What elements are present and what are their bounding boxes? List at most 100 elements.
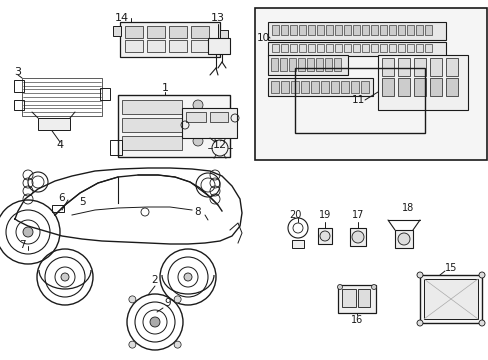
Text: 9: 9 — [164, 298, 171, 308]
Text: 5: 5 — [79, 197, 85, 207]
Bar — [52, 205, 64, 212]
Bar — [413, 78, 425, 96]
Bar — [270, 58, 278, 71]
Bar — [122, 118, 182, 132]
Text: 15: 15 — [444, 263, 456, 273]
Bar — [271, 44, 279, 52]
Bar — [169, 26, 186, 38]
Bar — [307, 44, 314, 52]
Text: 7: 7 — [19, 240, 25, 250]
Text: 10: 10 — [256, 33, 269, 43]
Bar — [413, 58, 425, 76]
Bar — [220, 30, 227, 38]
Bar — [125, 26, 142, 38]
Bar — [360, 81, 368, 93]
Bar — [118, 95, 229, 157]
Circle shape — [129, 341, 136, 348]
Bar — [122, 136, 182, 150]
Bar — [343, 44, 350, 52]
Bar — [361, 44, 368, 52]
Bar — [423, 279, 477, 319]
Bar — [147, 40, 164, 52]
Text: 3: 3 — [15, 67, 21, 77]
Bar — [352, 44, 359, 52]
Bar — [185, 112, 205, 122]
Bar — [415, 44, 422, 52]
Text: 2: 2 — [151, 275, 158, 285]
Bar — [120, 22, 220, 57]
Bar — [352, 25, 359, 35]
Bar — [254, 8, 486, 160]
Bar — [419, 275, 481, 323]
Bar — [267, 42, 445, 56]
Bar — [22, 78, 102, 116]
Bar — [301, 81, 308, 93]
Bar — [320, 81, 328, 93]
Circle shape — [174, 296, 181, 303]
Circle shape — [397, 233, 409, 245]
Bar — [122, 100, 182, 114]
Bar — [394, 230, 412, 248]
Bar — [147, 26, 164, 38]
Circle shape — [183, 273, 192, 281]
Circle shape — [478, 272, 484, 278]
Circle shape — [351, 231, 363, 243]
Bar — [397, 78, 409, 96]
Bar — [310, 81, 318, 93]
Bar — [289, 44, 296, 52]
Circle shape — [416, 320, 422, 326]
Bar — [267, 22, 445, 40]
Bar — [271, 25, 279, 35]
Bar — [325, 25, 332, 35]
Bar — [333, 58, 340, 71]
Bar — [388, 25, 395, 35]
Text: 11: 11 — [351, 95, 364, 105]
Bar — [397, 58, 409, 76]
Bar — [325, 44, 332, 52]
Bar — [298, 44, 305, 52]
Bar — [406, 25, 413, 35]
Bar — [429, 58, 441, 76]
Bar — [281, 81, 288, 93]
Bar — [191, 26, 208, 38]
Bar — [38, 118, 70, 130]
Circle shape — [193, 136, 203, 146]
Bar — [337, 285, 375, 313]
Bar — [424, 25, 431, 35]
Text: 4: 4 — [56, 140, 63, 150]
Bar — [288, 58, 295, 71]
Bar — [14, 80, 24, 92]
Bar — [343, 25, 350, 35]
Bar — [281, 44, 287, 52]
Bar — [370, 44, 377, 52]
Text: 17: 17 — [351, 210, 364, 220]
Bar — [291, 240, 304, 248]
Bar — [388, 44, 395, 52]
Circle shape — [150, 317, 160, 327]
Bar — [381, 58, 393, 76]
Circle shape — [174, 341, 181, 348]
Bar — [125, 40, 142, 52]
Bar — [424, 44, 431, 52]
Bar — [298, 25, 305, 35]
Bar — [379, 44, 386, 52]
Bar — [377, 55, 467, 110]
Bar — [100, 88, 110, 100]
Bar — [110, 140, 122, 155]
Bar — [429, 78, 441, 96]
Circle shape — [23, 227, 33, 237]
Bar — [317, 228, 331, 244]
Bar — [113, 26, 121, 36]
Text: 1: 1 — [161, 83, 168, 93]
Circle shape — [193, 118, 203, 128]
Circle shape — [319, 231, 329, 241]
Circle shape — [416, 272, 422, 278]
Bar — [350, 81, 358, 93]
Bar — [361, 25, 368, 35]
Bar — [280, 58, 286, 71]
Bar — [267, 78, 372, 96]
Bar — [334, 25, 341, 35]
Bar — [334, 44, 341, 52]
Bar — [397, 25, 404, 35]
Circle shape — [193, 100, 203, 110]
